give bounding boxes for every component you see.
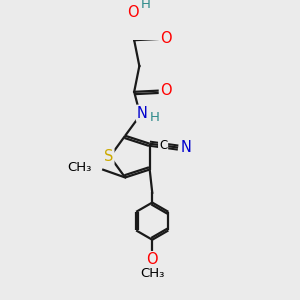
Text: S: S (104, 149, 113, 164)
Text: CH₃: CH₃ (67, 161, 92, 174)
Text: O: O (160, 83, 172, 98)
Text: O: O (146, 252, 158, 267)
Text: H: H (141, 0, 151, 11)
Text: N: N (180, 140, 191, 155)
Text: N: N (137, 106, 148, 121)
Text: O: O (127, 5, 139, 20)
Text: C: C (159, 139, 167, 152)
Text: H: H (149, 111, 159, 124)
Text: CH₃: CH₃ (140, 267, 164, 280)
Text: O: O (160, 32, 172, 46)
